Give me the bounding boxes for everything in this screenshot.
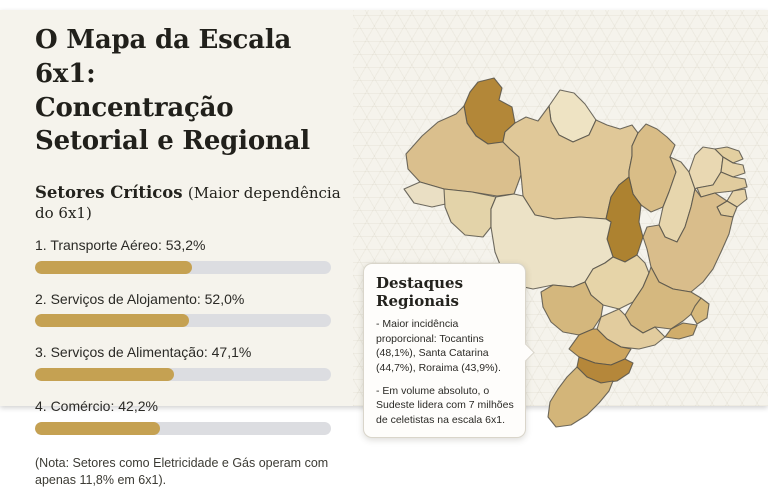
state-AL — [726, 188, 748, 208]
bar-track — [35, 368, 331, 382]
bar-fill — [35, 368, 175, 382]
bar-track — [35, 260, 331, 274]
bar-item-comercio: 4. Comércio: 42,2% — [35, 398, 351, 435]
callout-point-proportional: - Maior incidência proporcional: Tocanti… — [376, 318, 501, 375]
bar-item-alojamento: 2. Serviços de Alojamento: 52,0% — [35, 291, 351, 328]
callout-title: Destaques Regionais — [376, 274, 464, 310]
regional-highlights-callout: Destaques Regionais - Maior incidência p… — [363, 263, 526, 438]
state-BA — [642, 188, 734, 293]
bar-track — [35, 421, 331, 435]
bar-fill — [35, 421, 160, 435]
sectors-heading-label: Setores Críticos — [35, 183, 183, 203]
bar-fill — [35, 260, 193, 274]
bar-track — [35, 314, 331, 328]
page-title: O Mapa da Escala 6x1: Concentração Setor… — [35, 24, 351, 159]
state-GO — [584, 254, 650, 310]
title-line-1: O Mapa da Escala 6x1: — [35, 25, 292, 89]
bar-item-transporte-aereo: 1. Transporte Aéreo: 53,2% — [35, 237, 351, 274]
bar-label: 3. Serviços de Alimentação: 47,1% — [35, 344, 252, 361]
bar-label: 4. Comércio: 42,2% — [35, 398, 158, 415]
left-column: O Mapa da Escala 6x1: Concentração Setor… — [35, 24, 351, 489]
state-RS — [547, 366, 614, 428]
infographic-card: O Mapa da Escala 6x1: Concentração Setor… — [0, 10, 768, 487]
bar-item-alimentacao: 3. Serviços de Alimentação: 47,1% — [35, 344, 351, 382]
sectors-heading: Setores Críticos (Maior dependência do 6… — [35, 183, 351, 223]
bar-label: 1. Transporte Aéreo: 53,2% — [35, 236, 206, 253]
state-RO — [443, 188, 497, 238]
footnote: (Nota: Setores como Eletricidade e Gás o… — [35, 455, 329, 488]
title-line-2: Concentração Setorial e Regional — [35, 92, 310, 157]
state-ES — [690, 297, 710, 325]
callout-point-absolute: - Em volume absoluto, o Sudeste lidera c… — [376, 384, 514, 427]
bar-label: 2. Serviços de Alojamento: 52,0% — [35, 290, 245, 307]
sectors-heading-note: (Maior dependência do 6x1) — [35, 184, 341, 222]
bar-fill — [35, 314, 189, 328]
